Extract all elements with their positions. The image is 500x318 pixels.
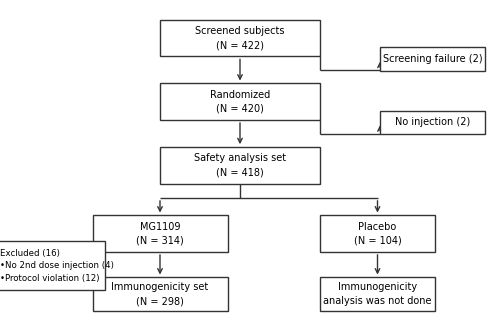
- Text: Randomized
(N = 420): Randomized (N = 420): [210, 90, 270, 114]
- Text: Screened subjects
(N = 422): Screened subjects (N = 422): [195, 26, 285, 50]
- FancyBboxPatch shape: [380, 47, 485, 71]
- FancyBboxPatch shape: [92, 277, 228, 311]
- FancyBboxPatch shape: [160, 20, 320, 56]
- FancyBboxPatch shape: [92, 216, 228, 252]
- Text: Immunogenicity
analysis was not done: Immunogenicity analysis was not done: [323, 282, 432, 306]
- FancyBboxPatch shape: [380, 111, 485, 134]
- Text: No injection (2): No injection (2): [395, 117, 470, 128]
- Text: Safety analysis set
(N = 418): Safety analysis set (N = 418): [194, 153, 286, 177]
- FancyBboxPatch shape: [0, 241, 105, 290]
- Text: Screening failure (2): Screening failure (2): [382, 54, 482, 64]
- FancyBboxPatch shape: [160, 147, 320, 184]
- Text: Placebo
(N = 104): Placebo (N = 104): [354, 222, 402, 246]
- FancyBboxPatch shape: [320, 216, 435, 252]
- Text: Excluded (16)
•No 2nd dose injection (4)
•Protocol violation (12): Excluded (16) •No 2nd dose injection (4)…: [0, 249, 114, 282]
- Text: Immunogenicity set
(N = 298): Immunogenicity set (N = 298): [112, 282, 208, 306]
- Text: MG1109
(N = 314): MG1109 (N = 314): [136, 222, 184, 246]
- FancyBboxPatch shape: [320, 277, 435, 311]
- FancyBboxPatch shape: [160, 83, 320, 120]
